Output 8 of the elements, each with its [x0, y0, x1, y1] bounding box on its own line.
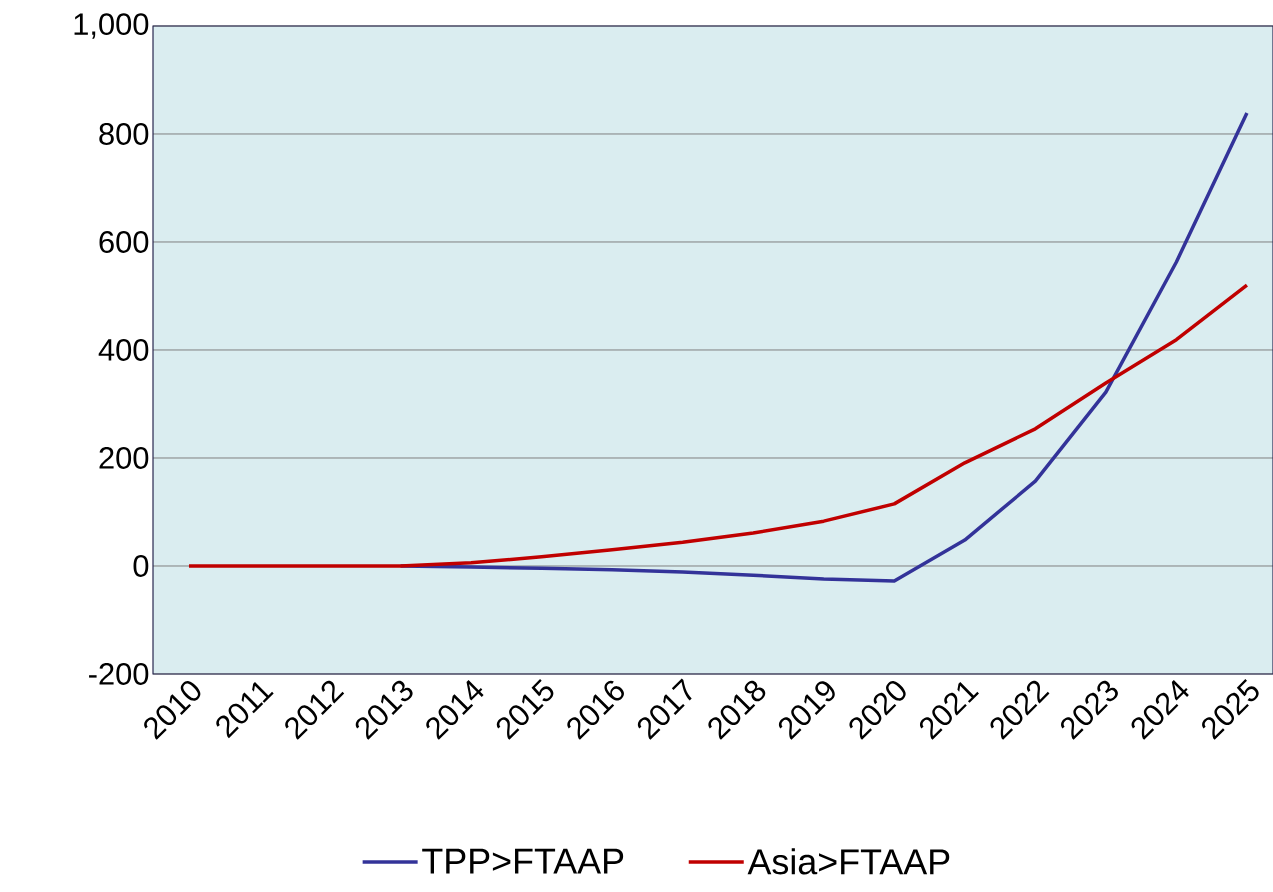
y-tick-label: 200 [99, 447, 149, 469]
legend-label: TPP>FTAAP [422, 848, 624, 874]
legend-label: Asia>FTAAP [747, 848, 950, 875]
y-tick-label: 0 [133, 555, 149, 577]
y-tick-label: 400 [98, 339, 149, 361]
y-tick-label: 600 [99, 231, 149, 253]
y-tick-label: 1,000 [74, 13, 149, 39]
y-tick-label: 800 [99, 123, 149, 145]
